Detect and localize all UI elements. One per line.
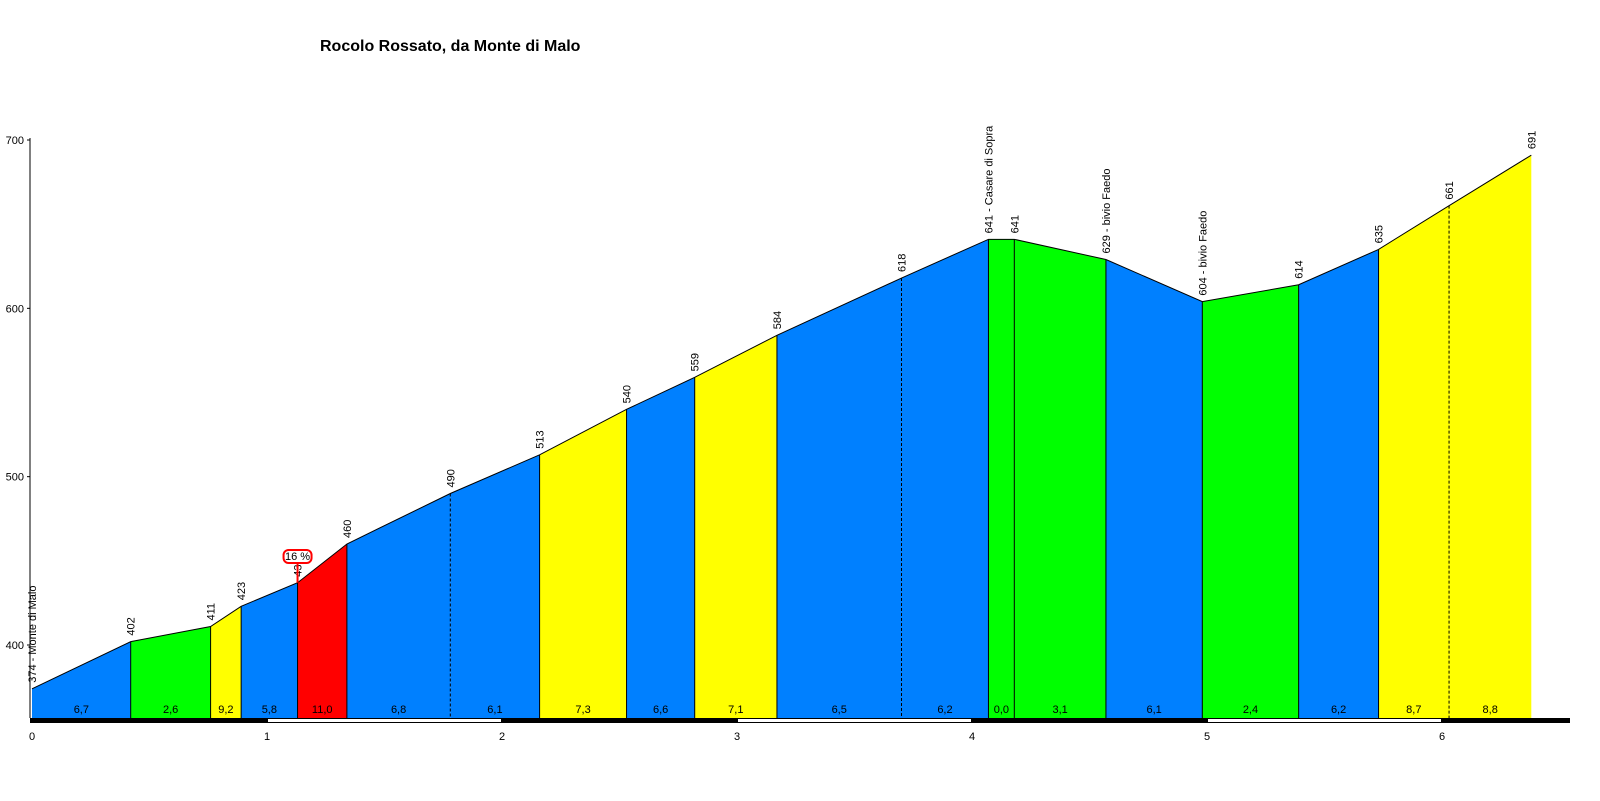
x-tick-label: 6 (1439, 731, 1445, 743)
grade-label: 5,8 (262, 704, 277, 716)
x-tick-label: 4 (969, 731, 975, 743)
y-tick-label: 700 (6, 135, 24, 147)
grade-label: 6,6 (653, 704, 668, 716)
grade-label: 8,7 (1406, 704, 1421, 716)
profile-outline (31, 154, 1532, 690)
elevation-label: 629 - bivio Faedo (1101, 169, 1113, 254)
grade-label: 6,1 (487, 704, 502, 716)
segment-area (241, 582, 298, 718)
segment-area (210, 606, 242, 718)
segment-area (450, 454, 540, 718)
segment-area (1014, 239, 1106, 719)
x-tick-label: 3 (734, 731, 740, 743)
elevation-label: 641 (1009, 215, 1021, 233)
grade-label: 6,7 (74, 704, 89, 716)
x-tick-label: 1 (264, 731, 270, 743)
segment-area (694, 335, 777, 718)
segment-area (130, 626, 211, 718)
elevation-label: 584 (772, 311, 784, 329)
distance-bar-segment (268, 719, 501, 722)
grade-labels: 6,7 2,6 9,2 5,8 11,0 6,8 6,1 7,3 6,6 7,1 6,5 6,2 0,0… (74, 704, 1498, 716)
grade-label: 6,8 (391, 704, 406, 716)
segment-area (346, 493, 451, 718)
grade-label: 6,2 (937, 704, 952, 716)
segment-area (626, 377, 695, 718)
grade-label: 2,4 (1243, 704, 1258, 716)
x-tick-label: 2 (499, 731, 505, 743)
grade-label: 2,6 (163, 704, 178, 716)
y-tick-label: 500 (6, 472, 24, 484)
elevation-labels: 374 - Monte di Malo402411423437460490513… (27, 125, 1538, 683)
axes: 400 500 600 700 0 1 2 3 4 5 6 (6, 135, 1570, 743)
elevation-label: 691 (1526, 131, 1538, 149)
elevation-label: 614 (1294, 260, 1306, 278)
elevation-label: 641 - Casare di Sopra (983, 125, 995, 233)
segment-area (297, 544, 347, 718)
segment-area (988, 239, 1015, 719)
elevation-label: 618 (897, 254, 909, 272)
elevation-label: 411 (206, 603, 218, 621)
elevation-label: 661 (1444, 181, 1456, 199)
max-gradient-badge (282, 549, 313, 564)
elevation-label: 540 (622, 385, 634, 403)
elevation-label: 460 (342, 520, 354, 538)
distance-bar-segment (1208, 719, 1441, 722)
elevation-label: 513 (535, 430, 547, 448)
elevation-label: 423 (236, 582, 248, 600)
chart-title: Rocolo Rossato, da Monte di Malo (320, 38, 581, 55)
x-tick-label: 0 (29, 731, 35, 743)
segment-separators (130, 205, 1450, 718)
grade-label: 0,0 (994, 704, 1009, 716)
segment-area (539, 409, 627, 718)
segment-area (1298, 249, 1379, 718)
segment-area (1378, 205, 1450, 718)
segment-area (32, 641, 131, 718)
grade-label: 7,1 (728, 704, 743, 716)
grade-label: 3,1 (1052, 704, 1067, 716)
x-tick-label: 5 (1204, 731, 1210, 743)
max-gradient-label: 16 % (285, 551, 310, 563)
y-tick-label: 600 (6, 303, 24, 315)
distance-bar-segment (738, 719, 971, 722)
segment-areas (32, 155, 1532, 719)
grade-label: 7,3 (575, 704, 590, 716)
y-tick-label: 400 (6, 640, 24, 652)
profile-line (31, 154, 1532, 690)
segment-area (1202, 284, 1299, 718)
elevation-label: 559 (690, 353, 702, 371)
elevation-label: 604 - bivio Faedo (1197, 211, 1209, 296)
segment-area (1105, 259, 1203, 718)
segment-area (1449, 155, 1532, 718)
grade-label: 9,2 (218, 704, 233, 716)
elevation-label: 635 (1374, 225, 1386, 243)
grade-label: 6,5 (832, 704, 847, 716)
elevation-label: 374 - Monte di Malo (27, 586, 39, 683)
segment-area (901, 239, 989, 719)
elevation-label: 402 (126, 617, 138, 635)
max-gradient-marker: 16 % (282, 549, 313, 583)
grade-label: 8,8 (1483, 704, 1498, 716)
segment-area (776, 278, 902, 718)
elevation-label: 490 (445, 469, 457, 487)
grade-label: 6,1 (1146, 704, 1161, 716)
grade-label: 11,0 (312, 704, 333, 716)
grade-label: 6,2 (1331, 704, 1346, 716)
